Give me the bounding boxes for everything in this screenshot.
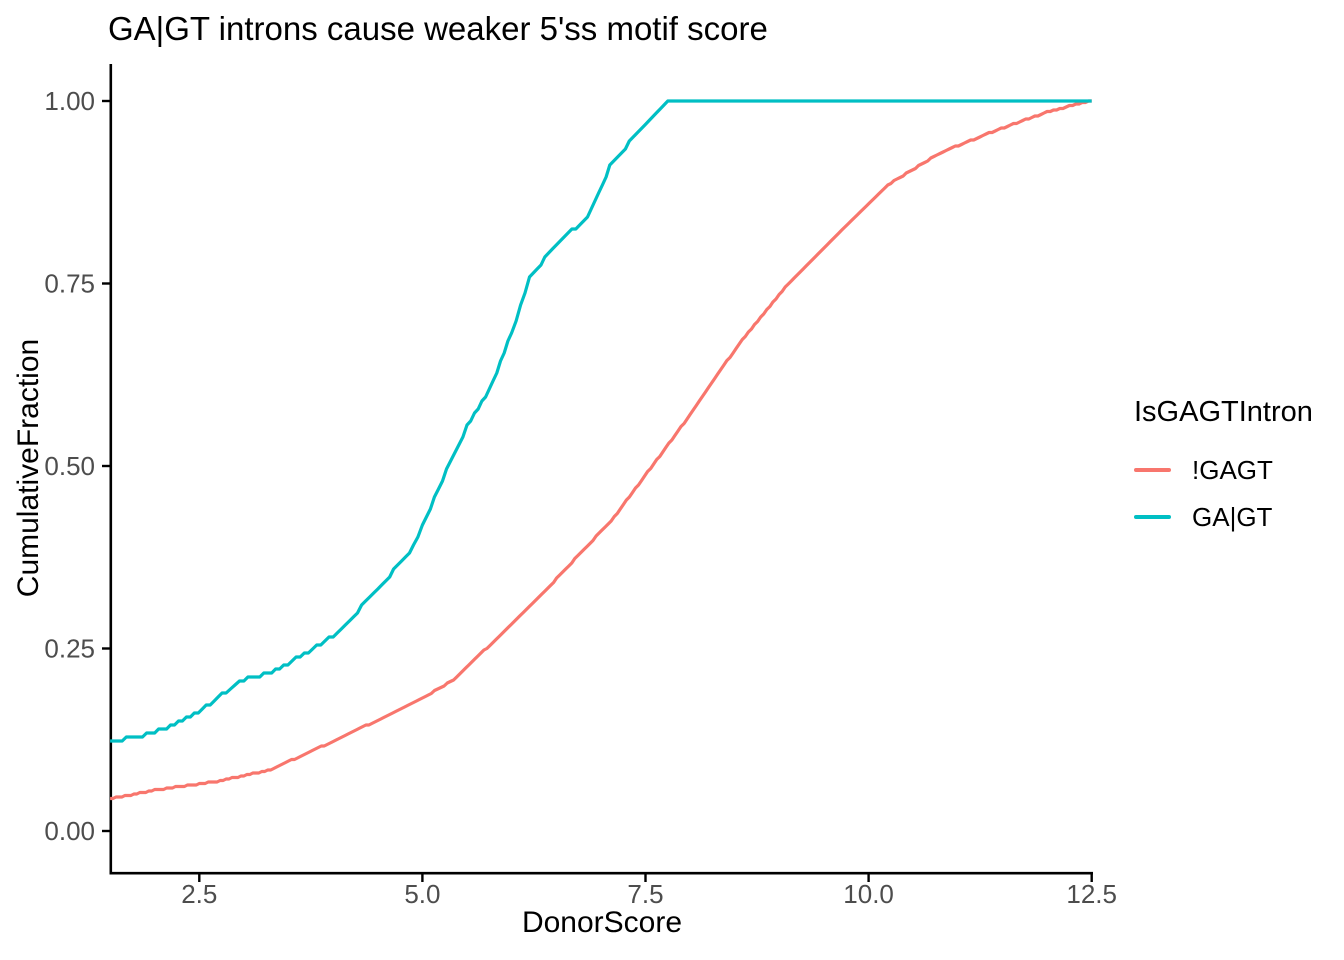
- y-tick-label: 0.25: [44, 634, 95, 664]
- legend-key-line-gagt: [1134, 515, 1171, 519]
- legend-title: IsGAGTIntron: [1134, 396, 1313, 428]
- legend-key-line-not-gagt: [1134, 468, 1171, 472]
- legend-entry-not-gagt: !GAGT: [1134, 454, 1313, 485]
- x-tick-label: 12.5: [1066, 879, 1117, 909]
- y-tick-label: 1.00: [44, 86, 95, 116]
- y-tick-label: 0.75: [44, 269, 95, 299]
- legend-entry-label: !GAGT: [1192, 454, 1273, 485]
- legend: IsGAGTIntron !GAGT GA|GT: [1134, 396, 1313, 551]
- axis-lines: [109, 64, 1093, 875]
- y-axis-title: CumulativeFraction: [12, 338, 45, 598]
- ecdf-line-not-gagt: [110, 99, 1092, 801]
- x-axis-title: DonorScore: [521, 906, 683, 939]
- y-tick-label: 0.50: [44, 451, 95, 481]
- x-tick-label: 5.0: [404, 879, 440, 909]
- plot-title: GA|GT introns cause weaker 5'ss motif sc…: [108, 10, 768, 47]
- x-tick-label: 10.0: [843, 879, 894, 909]
- legend-entry-label: GA|GT: [1192, 501, 1273, 532]
- x-tick-label: 7.5: [627, 879, 663, 909]
- x-axis-ticks: 2.5 5.0 7.5 10.0 12.5: [181, 873, 1117, 909]
- y-axis-ticks: 0.00 0.25 0.50 0.75 1.00: [44, 86, 111, 846]
- x-tick-label: 2.5: [181, 879, 217, 909]
- ecdf-line-gagt: [110, 99, 1092, 743]
- y-tick-label: 0.00: [44, 816, 95, 846]
- legend-entry-gagt: GA|GT: [1134, 501, 1313, 532]
